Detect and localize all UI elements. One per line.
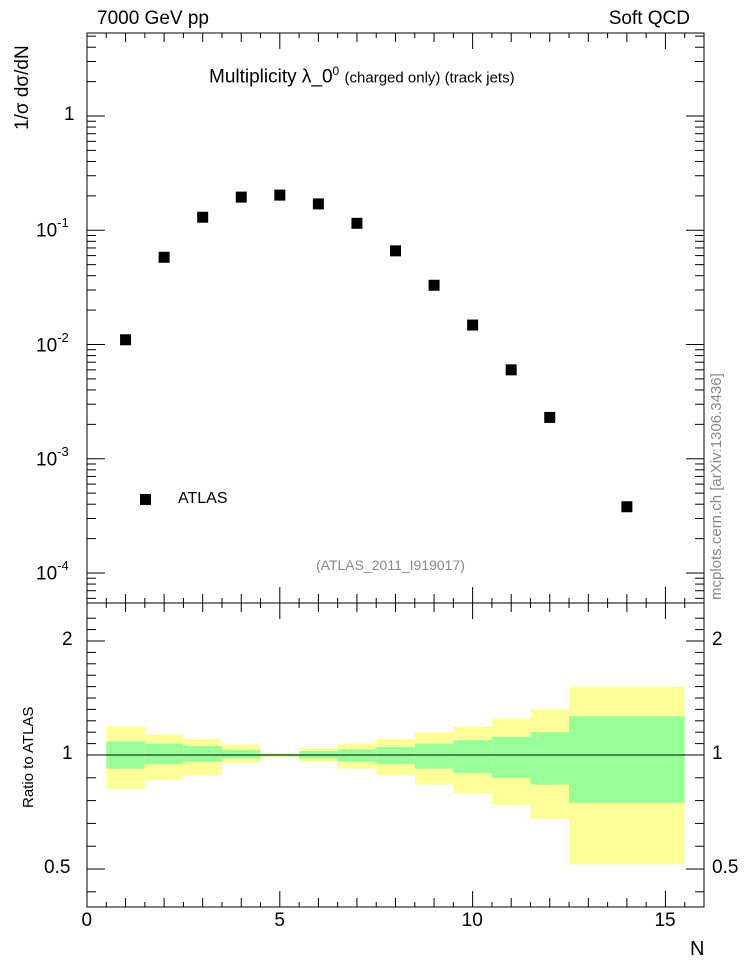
xtick-label-0: 0 <box>81 910 93 931</box>
lower-ytick-label-left-0: 0.5 <box>44 857 71 878</box>
legend-marker <box>140 494 151 505</box>
legend-label-atlas: ATLAS <box>178 490 228 507</box>
xtick-label-3: 15 <box>654 910 676 931</box>
data-point-8 <box>428 279 440 291</box>
header-process-label: Soft QCD <box>608 8 690 29</box>
ratio-band-inner-7 <box>376 747 415 765</box>
upper-ytick-label-0: 10-4 <box>36 558 69 585</box>
data-point-7 <box>390 245 401 257</box>
plot-title: Multiplicity λ_00 (charged only) (track … <box>209 64 515 88</box>
data-point-1 <box>158 251 170 263</box>
ratio-band-inner-11 <box>530 732 570 785</box>
data-point-2 <box>197 211 209 223</box>
ratio-band-inner-10 <box>491 736 531 778</box>
lower-ytick-label-right-0: 0.5 <box>712 857 739 878</box>
upper-ytick-label-2: 10-2 <box>36 329 69 356</box>
upper-ytick-label-1: 10-3 <box>36 443 69 471</box>
xtick-label-2: 10 <box>461 910 483 931</box>
plot-title-detail: (charged only) (track jets) <box>344 69 515 87</box>
upper-y-axis-label: 1/σ dσ/dN <box>12 45 33 130</box>
upper-ytick-label-4: 1 <box>64 104 75 125</box>
data-point-3 <box>235 191 247 203</box>
data-point-10 <box>505 364 517 376</box>
axis-ticks <box>86 33 704 907</box>
reference-label: (ATLAS_2011_I919017) <box>316 557 465 573</box>
data-point-11 <box>544 411 556 423</box>
data-point-6 <box>351 217 363 229</box>
ratio-band-inner-6 <box>337 749 377 762</box>
data-point-5 <box>312 198 324 210</box>
ratio-band-inner-9 <box>453 740 492 774</box>
lower-ytick-label-right-1: 1 <box>712 743 723 764</box>
data-point-0 <box>120 334 132 346</box>
data-point-12 <box>621 501 633 513</box>
lower-ytick-label-left-1: 1 <box>62 743 73 764</box>
upper-frame <box>86 32 705 604</box>
atlas-data-points <box>120 189 633 513</box>
upper-ytick-label-3: 10-1 <box>36 215 69 242</box>
ratio-uncertainty-bands <box>106 686 685 865</box>
data-point-9 <box>467 319 479 331</box>
xtick-label-1: 5 <box>274 910 285 931</box>
lower-ytick-label-right-2: 2 <box>712 629 723 650</box>
lower-ytick-label-left-2: 2 <box>62 629 73 650</box>
ratio-band-inner-8 <box>414 743 454 769</box>
ratio-band-inner-12 <box>569 716 685 803</box>
x-axis-label: N <box>690 938 705 960</box>
ratio-band-inner-1 <box>144 743 184 765</box>
ratio-band-inner-3 <box>221 749 261 759</box>
plot-title-main: Multiplicity λ_0 <box>209 66 333 88</box>
plot-title-superscript: 0 <box>332 64 340 78</box>
ratio-band-inner-2 <box>183 745 222 762</box>
lower-y-axis-label: Ratio to ATLAS <box>20 706 37 808</box>
side-source-label: mcplots.cern.ch [arXiv:1306.3436] <box>708 373 725 600</box>
header-energy-label: 7000 GeV pp <box>97 8 209 29</box>
data-point-4 <box>274 189 286 201</box>
